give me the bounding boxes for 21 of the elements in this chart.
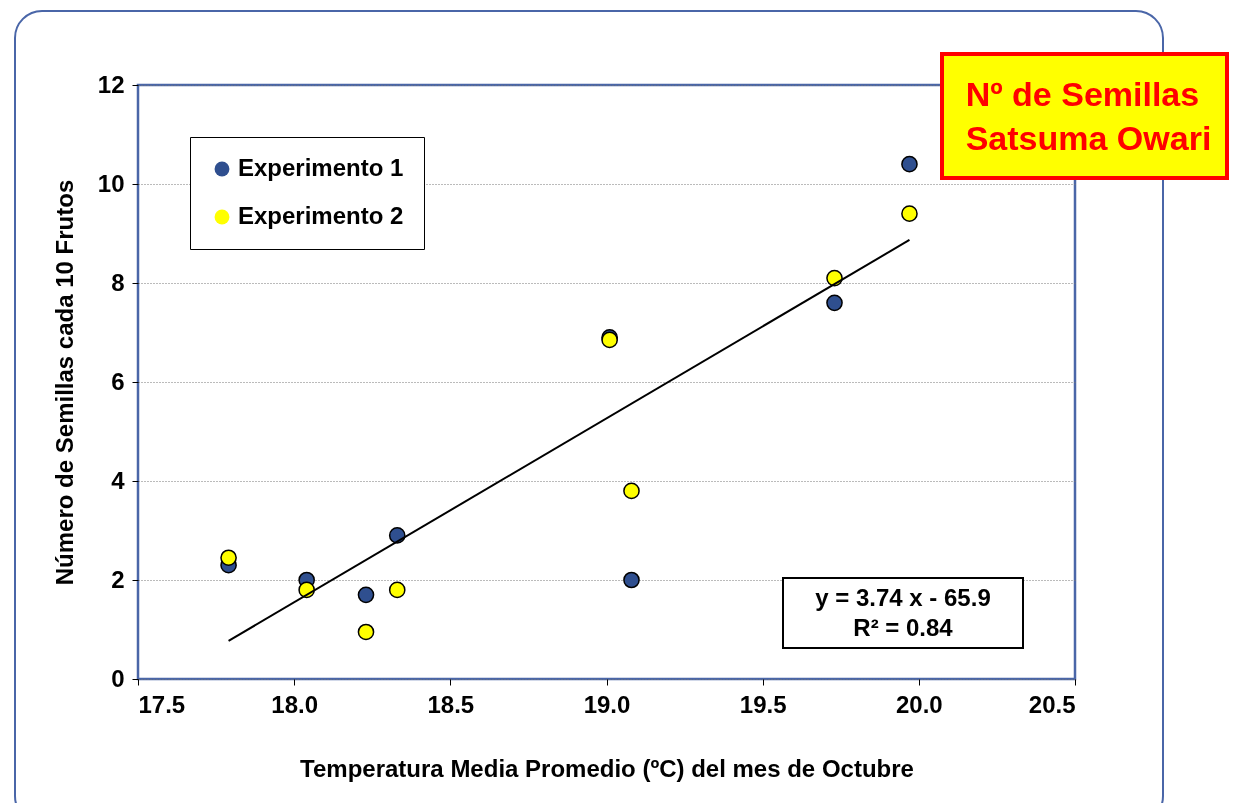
y-tick-label: 12 [97, 70, 125, 98]
y-tick-label: 8 [111, 268, 125, 296]
x-tick-label: 19.0 [583, 690, 631, 718]
y-tick-label: 2 [111, 565, 125, 593]
x-tick-label: 18.5 [427, 690, 475, 718]
y-tick-label: 10 [97, 169, 125, 197]
legend-label: Experimento 1 [238, 154, 404, 181]
x-tick-label: 19.5 [739, 690, 787, 718]
legend-label: Experimento 2 [238, 202, 404, 229]
chart-title: Nº de Semillas Satsuma Owari [940, 52, 1229, 180]
x-tick-label: 17.5 [138, 690, 186, 718]
x-tick-label: 20.0 [895, 690, 943, 718]
y-tick-label: 0 [111, 664, 125, 692]
annotation: y = 3.74 x - 65.9 [814, 583, 992, 613]
x-tick-label: 20.5 [1028, 690, 1076, 718]
y-tick-label: 6 [111, 367, 125, 395]
y-tick-label: 4 [111, 466, 126, 494]
x-axis-title: Temperatura Media Promedio (ºC) del mes de Octubre [300, 754, 914, 782]
y-axis-title: Número de Semillas cada 10 Frutos [50, 179, 78, 586]
annotation: R² = 0.84 [852, 613, 954, 643]
x-tick-label: 18.0 [271, 690, 319, 718]
